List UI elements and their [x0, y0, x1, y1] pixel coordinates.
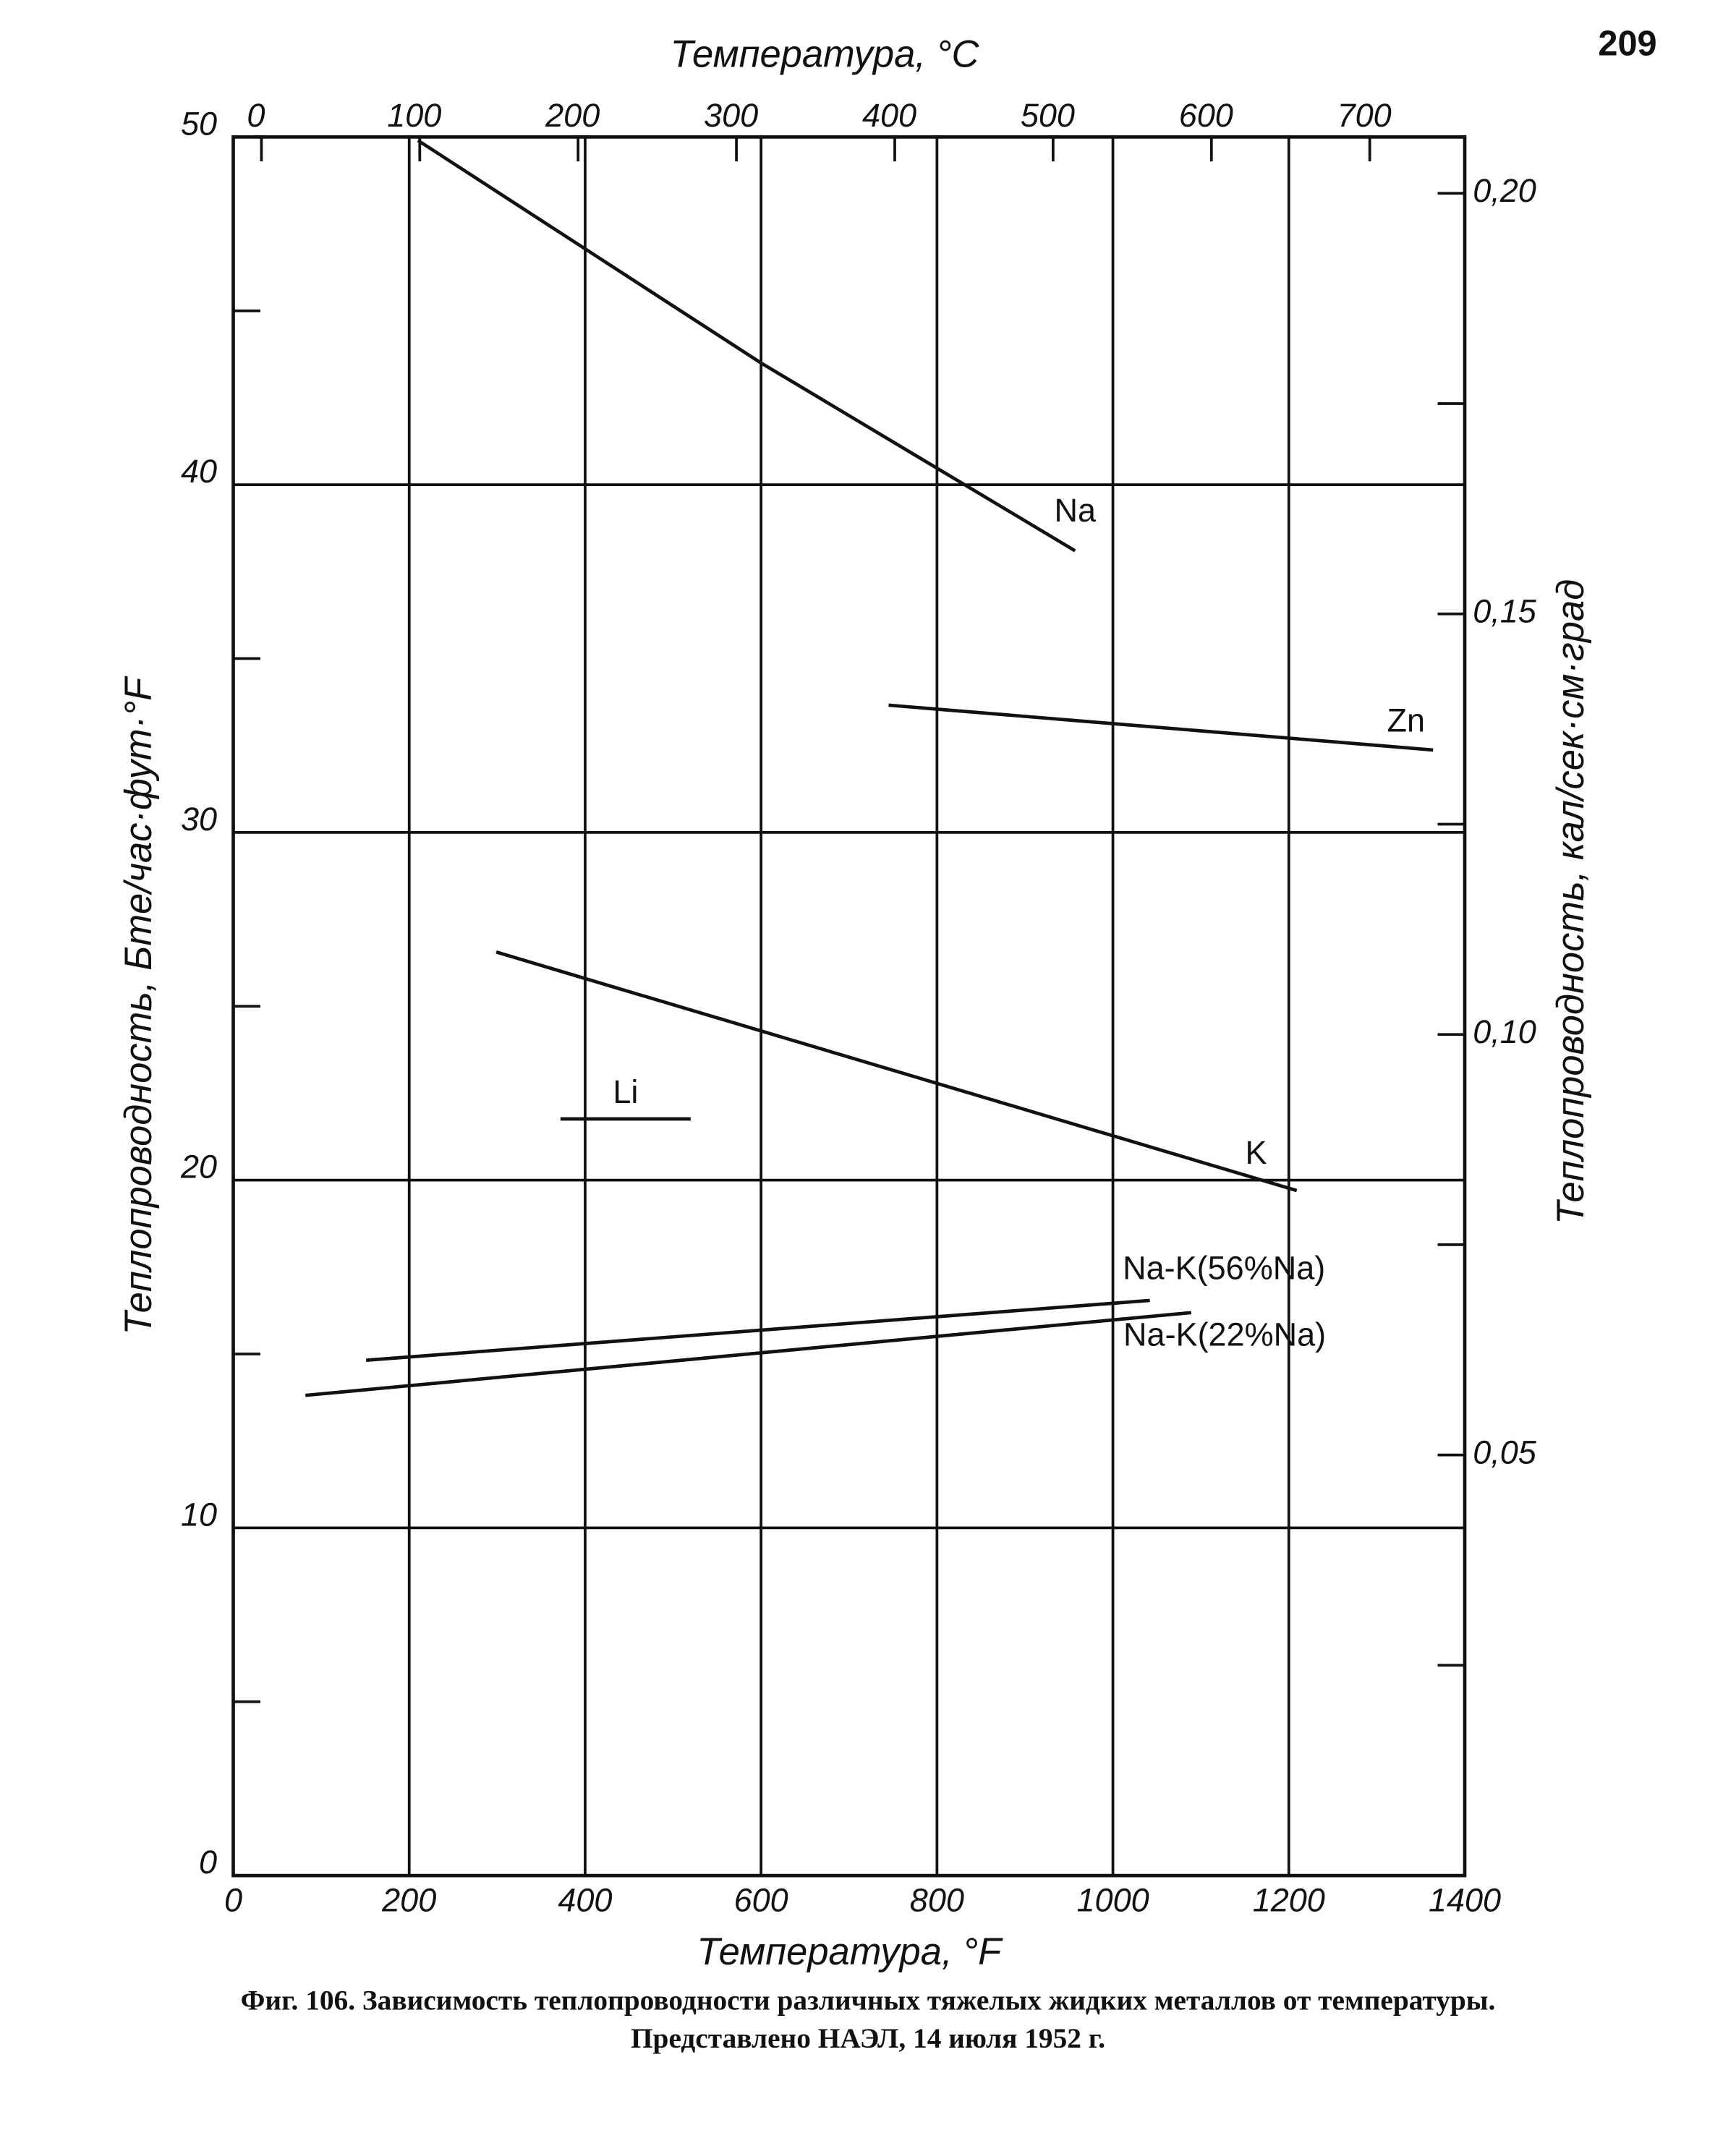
y2-axis-title: Теплопроводность, кал/сек·см·град	[1549, 579, 1592, 1225]
x-axis-title: Температура, °F	[697, 1930, 1003, 1973]
series-label: Na	[1055, 492, 1097, 529]
x2-tick-label: 500	[1021, 97, 1075, 134]
x-tick-label: 0	[224, 1882, 242, 1919]
series-label: Na-K(22%Na)	[1123, 1316, 1326, 1353]
x2-tick-label: 200	[545, 97, 600, 134]
series-label: Na-K(56%Na)	[1123, 1250, 1325, 1287]
y-tick-label: 40	[181, 453, 217, 490]
x-tick-label: 200	[381, 1882, 436, 1919]
series-line	[888, 703, 1434, 752]
series-label: K	[1245, 1134, 1267, 1171]
x-tick-label: 1200	[1253, 1882, 1325, 1919]
x-tick-label: 600	[734, 1882, 788, 1919]
y-tick-label: 10	[181, 1496, 217, 1533]
series-line	[305, 1311, 1192, 1397]
y2-tick-label: 0,05	[1473, 1434, 1537, 1471]
page-number: 209	[1598, 25, 1656, 64]
y-tick-label: 50	[181, 105, 217, 142]
source-note: Представлено НАЭЛ, 14 июля 1952 г.	[631, 2022, 1105, 2054]
x-tick-label: 1400	[1429, 1882, 1501, 1919]
series-line	[417, 139, 1076, 553]
y-tick-label: 20	[180, 1149, 217, 1185]
x2-tick-label: 600	[1179, 97, 1233, 134]
x2-tick-label: 0	[247, 97, 265, 134]
series-label: Zn	[1387, 702, 1425, 738]
x-tick-label: 400	[558, 1882, 612, 1919]
x2-tick-label: 100	[387, 97, 441, 134]
x2-tick-label: 300	[704, 97, 758, 134]
y-axis-title: Теплопроводность, Бте/час·фут·°F	[117, 676, 160, 1335]
series-line	[495, 950, 1298, 1193]
x2-tick-label: 400	[862, 97, 916, 134]
y2-tick-label: 0,20	[1473, 172, 1536, 209]
x-tick-label: 800	[910, 1882, 964, 1919]
x2-axis-title: Температура, °C	[671, 33, 980, 76]
plot-frame	[231, 135, 1467, 1878]
series-line	[365, 1298, 1150, 1362]
x2-tick-label: 700	[1337, 97, 1392, 134]
caption: Фиг. 106. Зависимость теплопроводности р…	[241, 1984, 1496, 2016]
y2-tick-label: 0,15	[1473, 593, 1537, 630]
y2-tick-label: 0,10	[1473, 1013, 1536, 1050]
y-tick-label: 0	[199, 1844, 217, 1881]
series-label: Li	[613, 1073, 638, 1110]
y-tick-label: 30	[181, 801, 217, 838]
x-tick-label: 1000	[1077, 1882, 1149, 1919]
